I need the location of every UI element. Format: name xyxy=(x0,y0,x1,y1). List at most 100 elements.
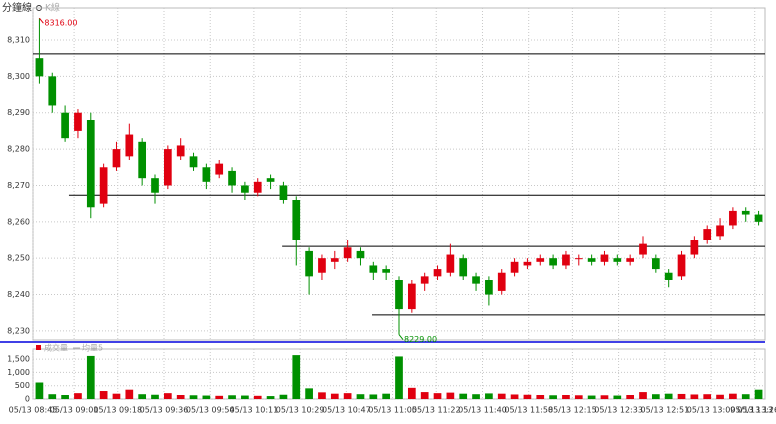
candle-body xyxy=(228,170,236,186)
candle-body xyxy=(703,229,712,240)
candle-body xyxy=(61,112,69,139)
annotation-line xyxy=(39,17,44,24)
candle-body xyxy=(613,258,622,262)
volume-bar xyxy=(729,393,737,399)
candle-body xyxy=(176,145,185,157)
volume-bar xyxy=(151,394,159,399)
candle-body xyxy=(35,58,44,77)
candle-body xyxy=(574,258,583,260)
x-tick-label: 05/13 11:40 xyxy=(458,406,507,415)
candle-body xyxy=(677,254,686,277)
volume-bar xyxy=(369,394,378,399)
x-tick-label: 05/13 13:26 xyxy=(730,406,776,415)
candle-body xyxy=(343,247,352,259)
candle-body xyxy=(523,261,532,266)
candle-body xyxy=(48,76,57,106)
volume-bar xyxy=(626,395,635,399)
volume-bar xyxy=(138,394,147,399)
volume-bar xyxy=(536,395,545,399)
volume-bar xyxy=(407,387,416,399)
volume-bar xyxy=(343,393,352,399)
y-tick-label: 8,270 xyxy=(7,181,30,190)
volume-bar xyxy=(279,394,288,399)
y-tick-label: 1,500 xyxy=(7,355,30,364)
volume-bar xyxy=(485,393,493,399)
volume-bar xyxy=(35,382,44,399)
candle-body xyxy=(600,254,609,262)
candle-body xyxy=(112,149,121,168)
volume-bar xyxy=(99,391,108,399)
candle-body xyxy=(549,258,557,266)
volume-bar xyxy=(112,393,121,399)
y-tick-label: 500 xyxy=(15,381,30,390)
x-tick-label: 05/13 09:01 xyxy=(50,406,99,415)
volume-bar xyxy=(741,394,750,399)
x-tick-label: 05/13 11:22 xyxy=(412,406,461,415)
volume-bar xyxy=(446,392,455,399)
candle-body xyxy=(407,283,416,310)
candle-body xyxy=(99,167,108,204)
volume-bar xyxy=(356,394,365,399)
candle-body xyxy=(639,243,647,255)
volume-bar xyxy=(690,394,699,399)
y-tick-label: 8,290 xyxy=(7,108,30,117)
y-tick-label: 1,000 xyxy=(7,368,30,377)
candle-body xyxy=(716,225,724,237)
candle-body xyxy=(472,276,480,284)
candle-body xyxy=(330,258,339,262)
candle-body xyxy=(510,261,519,273)
volume-bar xyxy=(459,393,468,399)
x-tick-label: 05/13 10:47 xyxy=(322,406,371,415)
volume-bar xyxy=(574,395,583,399)
y-tick-label: 8,240 xyxy=(7,290,30,299)
volume-bar xyxy=(318,392,326,399)
x-tick-label: 05/13 12:15 xyxy=(548,406,597,415)
candle-body xyxy=(485,280,493,295)
x-tick-label: 05/13 09:18 xyxy=(93,406,142,415)
candle-body xyxy=(125,134,134,157)
candle-body xyxy=(215,163,224,175)
x-tick-label: 05/13 10:11 xyxy=(230,406,279,415)
x-tick-label: 05/13 08:45 xyxy=(9,406,58,415)
candle-body xyxy=(151,178,159,193)
volume-bar xyxy=(549,395,557,399)
candle-body xyxy=(587,258,596,262)
candle-body xyxy=(536,258,545,262)
volume-bar xyxy=(61,395,69,399)
candle-body xyxy=(395,280,403,310)
volume-bar xyxy=(241,395,249,399)
volume-bar xyxy=(228,395,236,399)
candle-body xyxy=(138,141,147,179)
volume-bar xyxy=(433,393,442,399)
volume-bar xyxy=(472,394,480,399)
candle-body xyxy=(562,254,570,266)
candle-body xyxy=(266,178,275,182)
volume-bar xyxy=(125,389,134,399)
candle-body xyxy=(664,272,673,280)
y-tick-label: 8,280 xyxy=(7,145,30,154)
price-panel xyxy=(32,7,766,341)
volume-bar xyxy=(510,394,519,399)
volume-bar xyxy=(74,393,82,399)
volume-bar xyxy=(395,356,403,399)
volume-bar xyxy=(189,395,198,399)
y-tick-label: 8,250 xyxy=(7,254,30,263)
volume-bar xyxy=(651,394,660,399)
y-tick-label: 8,260 xyxy=(7,217,30,226)
volume-bar xyxy=(639,392,647,399)
volume-bar xyxy=(523,394,532,399)
volume-bar xyxy=(497,393,506,399)
candle-body xyxy=(382,269,391,273)
x-tick-label: 05/13 13:09 xyxy=(687,406,736,415)
candle-body xyxy=(446,254,455,273)
legend-swatch xyxy=(36,345,41,350)
volume-bar xyxy=(754,389,763,399)
legend-label: 均量5 xyxy=(82,343,103,353)
x-tick-label: 05/13 11:58 xyxy=(504,406,553,415)
y-tick-label: 0 xyxy=(25,395,30,404)
volume-bar xyxy=(677,393,686,399)
x-tick-label: 05/13 09:54 xyxy=(186,406,235,415)
annotation: 8229.00 xyxy=(404,335,437,344)
volume-bar xyxy=(48,394,57,399)
